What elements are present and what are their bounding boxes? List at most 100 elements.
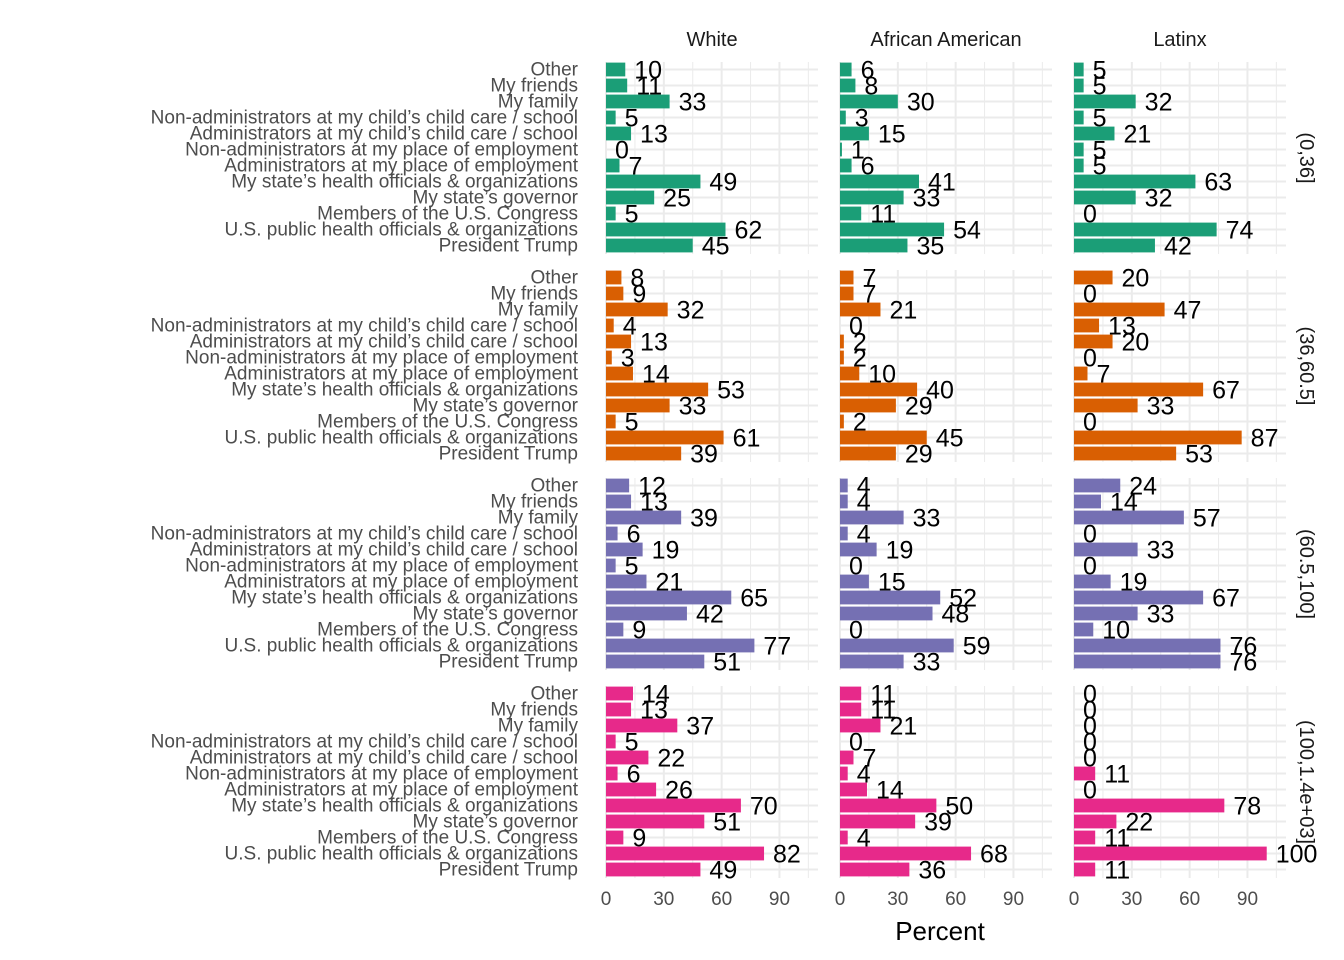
bar-my-friends — [840, 78, 856, 93]
data-label-my-state-s-health-officials-organizations: 52 — [949, 585, 977, 613]
data-label-non-administrators-at-my-place-of-employment: 5 — [625, 553, 639, 581]
bar-non-administrators-at-my-place-of-employment — [840, 350, 844, 365]
bar-members-of-the-u-s-congress — [606, 414, 616, 429]
bar-president-trump — [606, 238, 693, 253]
data-label-members-of-the-u-s-congress: 4 — [857, 825, 871, 853]
bar-my-family — [840, 302, 881, 317]
category-label-non-administrators-at-my-child-s-child-care-school: Non-administrators at my child’s child c… — [151, 108, 578, 129]
category-label-u-s-public-health-officials-organizations: U.S. public health officials & organizat… — [225, 636, 578, 657]
data-label-my-family: 30 — [907, 89, 935, 117]
bar-my-state-s-governor — [606, 606, 687, 621]
bar-my-family — [606, 94, 670, 109]
bar-u-s-public-health-officials-organizations — [606, 222, 726, 237]
bar-non-administrators-at-my-child-s-child-care-school — [1074, 318, 1100, 333]
bar-administrators-at-my-place-of-employment — [1074, 366, 1088, 381]
category-label-administrators-at-my-child-s-child-care-school: Administrators at my child’s child care … — [190, 124, 578, 145]
bar-administrators-at-my-place-of-employment — [606, 574, 647, 589]
bar-my-state-s-health-officials-organizations — [840, 590, 941, 605]
bar-administrators-at-my-child-s-child-care-school — [606, 542, 643, 557]
data-label-my-state-s-governor: 48 — [942, 601, 970, 629]
bar-my-state-s-governor — [1074, 814, 1117, 829]
bar-my-state-s-health-officials-organizations — [840, 174, 920, 189]
bar-u-s-public-health-officials-organizations — [1074, 430, 1242, 445]
data-label-my-family: 32 — [677, 297, 705, 325]
data-label-my-state-s-governor: 51 — [713, 809, 741, 837]
category-label-my-friends: My friends — [490, 76, 578, 97]
data-label-president-trump: 42 — [1164, 233, 1192, 261]
data-label-administrators-at-my-child-s-child-care-school: 13 — [640, 329, 668, 357]
bar-president-trump — [606, 862, 701, 877]
bar-my-state-s-health-officials-organizations — [606, 798, 741, 813]
bar-my-friends — [606, 494, 632, 509]
data-label-members-of-the-u-s-congress: 0 — [849, 617, 863, 645]
bar-other — [840, 478, 848, 493]
bar-my-family — [840, 94, 898, 109]
data-label-administrators-at-my-place-of-employment: 7 — [1096, 361, 1110, 389]
bar-non-administrators-at-my-place-of-employment — [1074, 142, 1084, 157]
bar-u-s-public-health-officials-organizations — [606, 638, 755, 653]
bar-my-friends — [1074, 494, 1101, 509]
data-label-administrators-at-my-place-of-employment: 0 — [1083, 777, 1097, 805]
bar-president-trump — [840, 654, 904, 669]
data-label-members-of-the-u-s-congress: 5 — [625, 409, 639, 437]
bar-my-family — [606, 302, 668, 317]
data-label-non-administrators-at-my-child-s-child-care-school: 4 — [623, 313, 637, 341]
bar-my-state-s-health-officials-organizations — [840, 798, 937, 813]
category-label-president-trump: President Trump — [439, 236, 578, 257]
category-label-other: Other — [530, 268, 578, 289]
category-label-my-state-s-governor: My state’s governor — [413, 188, 579, 209]
data-label-administrators-at-my-child-s-child-care-school: 22 — [657, 745, 685, 773]
bar-my-state-s-governor — [840, 814, 916, 829]
category-label-my-friends: My friends — [490, 492, 578, 513]
data-label-non-administrators-at-my-place-of-employment: 1 — [851, 137, 865, 165]
category-label-other: Other — [530, 476, 578, 497]
data-label-u-s-public-health-officials-organizations: 54 — [953, 217, 981, 245]
bar-u-s-public-health-officials-organizations — [1074, 846, 1267, 861]
data-label-my-state-s-health-officials-organizations: 67 — [1212, 585, 1240, 613]
category-label-non-administrators-at-my-child-s-child-care-school: Non-administrators at my child’s child c… — [151, 316, 578, 337]
column-strip-titles: White African American Latinx — [686, 29, 1206, 51]
category-label-my-state-s-governor: My state’s governor — [413, 396, 579, 417]
bar-my-state-s-health-officials-organizations — [606, 382, 709, 397]
data-label-my-state-s-governor: 29 — [905, 393, 933, 421]
category-label-president-trump: President Trump — [439, 444, 578, 465]
category-label-administrators-at-my-place-of-employment: Administrators at my place of employment — [224, 156, 578, 177]
category-label-my-state-s-health-officials-organizations: My state’s health officials & organizati… — [231, 380, 578, 401]
data-label-other: 8 — [630, 265, 644, 293]
data-label-administrators-at-my-child-s-child-care-school: 13 — [640, 121, 668, 149]
data-label-non-administrators-at-my-place-of-employment: 0 — [1083, 553, 1097, 581]
bar-non-administrators-at-my-place-of-employment — [606, 766, 618, 781]
data-label-non-administrators-at-my-place-of-employment: 2 — [853, 345, 867, 373]
data-label-other: 10 — [634, 57, 662, 85]
bar-members-of-the-u-s-congress — [606, 830, 624, 845]
data-label-members-of-the-u-s-congress: 2 — [853, 409, 867, 437]
data-label-president-trump: 29 — [905, 441, 933, 469]
data-label-my-state-s-health-officials-organizations: 63 — [1204, 169, 1232, 197]
bar-administrators-at-my-child-s-child-care-school — [606, 334, 632, 349]
data-label-my-family: 47 — [1174, 297, 1202, 325]
data-label-my-state-s-health-officials-organizations: 67 — [1212, 377, 1240, 405]
data-label-my-family: 39 — [690, 505, 718, 533]
data-label-president-trump: 35 — [916, 233, 944, 261]
bar-administrators-at-my-child-s-child-care-school — [840, 126, 869, 141]
bar-my-family — [840, 510, 904, 525]
bar-other — [606, 270, 622, 285]
data-label-other: 0 — [1083, 681, 1097, 709]
data-label-other: 5 — [1093, 57, 1107, 85]
data-label-administrators-at-my-child-s-child-care-school: 0 — [1083, 745, 1097, 773]
bar-other — [840, 62, 852, 77]
data-label-non-administrators-at-my-child-s-child-care-school: 6 — [627, 521, 641, 549]
bar-president-trump — [840, 238, 908, 253]
data-label-other: 7 — [862, 265, 876, 293]
x-tick-label: 60 — [945, 889, 966, 910]
data-label-administrators-at-my-place-of-employment: 7 — [628, 153, 642, 181]
data-label-president-trump: 51 — [713, 649, 741, 677]
x-tick-label: 30 — [653, 889, 674, 910]
data-label-non-administrators-at-my-place-of-employment: 6 — [627, 761, 641, 789]
